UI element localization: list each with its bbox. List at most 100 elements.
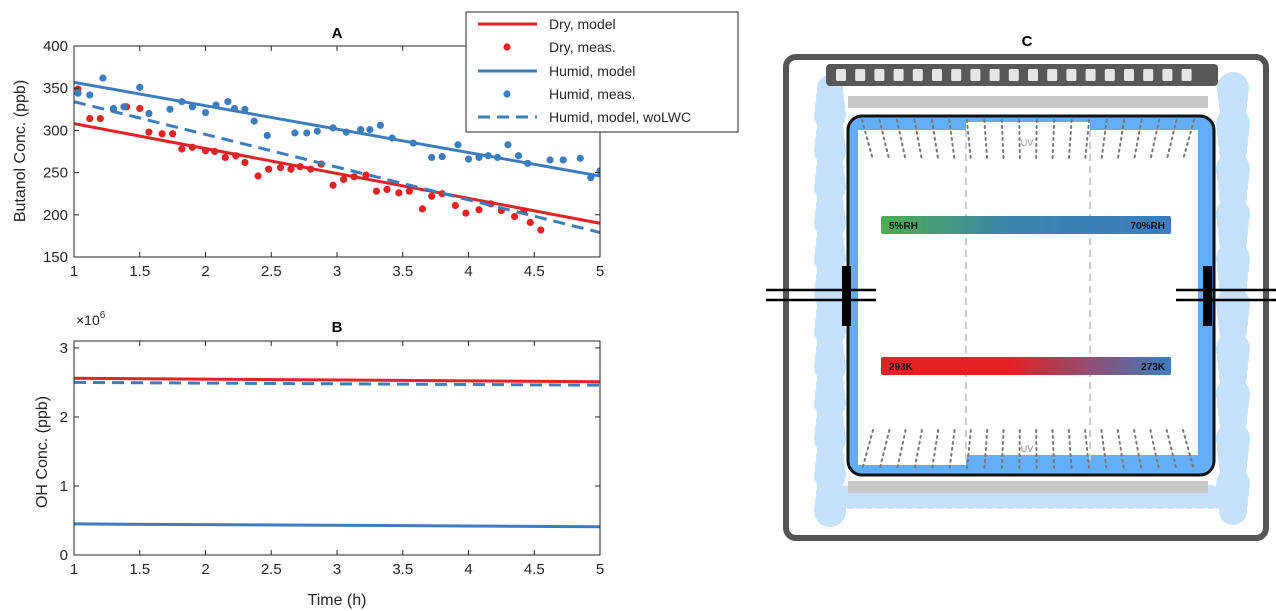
panel-a-point [372,187,381,195]
panel-a-point [265,165,273,173]
uv-lamp [836,69,846,81]
panel-a-point [357,125,365,134]
panel-a-point [464,155,473,163]
panel-a-point [438,152,446,161]
uv-rays [861,119,1195,471]
uv-ray-bottom [861,429,874,471]
lamp-array [836,69,1192,81]
panel-b-series-line [74,522,600,529]
panel-a-y-tick-label: 200 [43,207,68,224]
panel-a-point [438,190,446,198]
panel-a-point [510,212,519,221]
panel-a-point [232,152,240,160]
top-diffuser [848,96,1208,108]
uv-ray-top [930,119,940,161]
uv-ray-top [1000,119,1005,161]
uv-ray-top [1067,119,1073,161]
panel-a-point [405,187,413,195]
panel-a-point [303,129,311,137]
uv-ray-top [1182,119,1195,161]
uv-lamp [912,69,923,81]
panel-a-point [383,185,391,194]
panel-a: A 1 1.5 2 2.5 3 3.5 4 4.5 5 150 200 250 300 350 400 Bu… [12,11,739,280]
panel-a-point [250,117,258,125]
uv-lamp [1181,69,1192,81]
panel-a-point [409,139,417,147]
uv-ray-bottom [930,429,940,471]
panel-b-y-tick-label: 1 [60,478,68,495]
uv-ray-bottom [913,429,923,471]
panel-a-point [418,205,427,213]
uv-ray-top [1133,119,1143,161]
panel-a-point [254,172,262,180]
panel-b-series-layer [74,376,600,529]
uv-lamp [1143,69,1154,81]
uv-label-top: UV [1021,138,1034,148]
panel-a-y-tick-label: 150 [43,249,68,266]
panel-a-point [230,104,239,113]
uv-lamp [932,69,942,81]
uv-ray-bottom [1100,429,1108,471]
panel-a-y-tick-label: 300 [43,122,68,139]
uv-ray-top [861,119,874,161]
uv-ray-top [1165,119,1178,161]
cloud-puff [1218,485,1242,509]
uv-ray-top [1035,119,1038,161]
panel-a-point [388,134,396,142]
panel-a-point [86,91,94,99]
rh-right-label: 70%RH [1131,221,1165,232]
panel-a-point [514,152,523,160]
panel-a-point [136,104,144,113]
panel-a-point [475,153,483,162]
panel-a-x-tick-label: 4 [464,263,472,280]
panel-a-point [428,192,436,200]
panel-a-point [99,74,107,82]
uv-ray-top [1116,119,1126,161]
panel-a-point [263,131,271,140]
panel-a-x-tick-label: 1.5 [129,263,150,280]
panel-b-x-tick-label: 2.5 [261,561,282,578]
uv-ray-bottom [878,429,891,471]
uv-ray-top [1051,119,1056,161]
legend-label: Humid, model, woLWC [549,109,691,125]
panel-a-y-tick-label: 400 [43,38,68,55]
legend-entry-humid-model: Humid, model [478,63,635,79]
uv-lamp [1008,69,1019,81]
panel-a-point [211,147,219,156]
panel-a-point [241,105,249,113]
uv-ray-top [1100,119,1108,161]
panel-b-x-tick-label: 5 [596,561,604,578]
panel-a-plot-area: 1 1.5 2 2.5 3 3.5 4 4.5 5 150 200 250 300 350 400 [43,38,604,280]
humidity-gradient-bar: 5%RH 70%RH [881,216,1171,234]
uv-ray-top [1018,119,1021,161]
legend-entry-dry-model: Dry, model [478,16,616,32]
uv-ray-top [1084,119,1091,161]
uv-ray-bottom [895,429,907,471]
panel-a-point [212,101,220,109]
panel-a-point [221,153,229,162]
panel-b-x-tick-label: 2 [201,561,209,578]
uv-ray-top [983,119,989,161]
uv-ray-bottom [1035,429,1038,471]
panel-a-x-tick-label: 3 [333,263,341,280]
panel-a-point [329,124,337,132]
temp-left-label: 293K [889,362,914,373]
lamp-bank [826,64,1218,86]
panel-a-point [329,181,337,189]
panel-a-point [169,130,177,138]
panel-a-point [451,201,459,210]
uv-ray-bottom [965,429,972,471]
uv-ray-bottom [1116,429,1126,471]
uv-lamp [1066,69,1077,81]
panel-a-point [241,158,249,167]
panel-a-title: A [332,25,343,42]
panel-a-point [188,103,196,111]
uv-lamp [1104,69,1115,81]
panel-a-point [493,153,502,162]
panel-a-point [145,109,153,118]
panel-b-x-tick-label: 1 [70,561,78,578]
panel-a-x-tick-label: 4.5 [524,263,545,280]
panel-a-point [395,189,403,197]
uv-lamp [1162,69,1173,81]
panel-b-xlabel: Time (h) [308,592,367,609]
